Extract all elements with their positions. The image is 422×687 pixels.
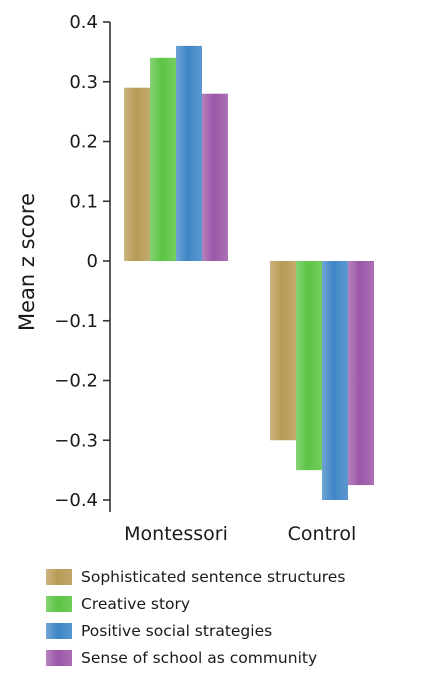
category-label: Control: [288, 523, 357, 545]
legend-swatch-sentence: [46, 568, 72, 585]
bar-montessori-community: [202, 93, 228, 261]
y-axis: 0.4 0.3 0.2 0.1 0 −0.1 −0.2 −0.3 −0.4: [54, 12, 111, 512]
legend: Sophisticated sentence structures Creati…: [46, 563, 345, 671]
y-tick-label: 0: [87, 251, 98, 272]
legend-item: Positive social strategies: [46, 617, 345, 644]
legend-label: Sophisticated sentence structures: [81, 567, 346, 586]
legend-swatch-creative: [46, 595, 72, 612]
y-tick-label: −0.1: [54, 311, 98, 332]
bar-montessori-social: [176, 45, 202, 262]
y-tick-label: −0.4: [54, 490, 98, 511]
bar-control-community: [348, 261, 374, 486]
bar-montessori-sentence: [124, 87, 150, 261]
bar-montessori-creative: [150, 57, 176, 261]
chart-plot: Mean z score 0.4 0.3 0.2 0.1 0 −0.1 −0.2 −0.3 −0…: [15, 12, 374, 545]
legend-item: Sense of school as community: [46, 644, 345, 671]
legend-label: Sense of school as community: [81, 648, 318, 667]
legend-item: Creative story: [46, 590, 345, 617]
category-label: Montessori: [124, 523, 228, 545]
y-axis-label: Mean z score: [15, 193, 39, 331]
bar-control-sentence: [270, 261, 296, 441]
legend-label: Positive social strategies: [81, 621, 273, 640]
y-tick-label: 0.1: [69, 191, 98, 212]
bars: [124, 45, 374, 500]
y-tick-label: 0.3: [69, 72, 98, 93]
y-tick-label: −0.3: [54, 430, 98, 451]
y-tick-label: −0.2: [54, 371, 98, 392]
legend-swatch-social: [46, 622, 72, 639]
bar-control-creative: [296, 261, 322, 471]
y-tick-label: 0.4: [69, 12, 98, 33]
legend-item: Sophisticated sentence structures: [46, 563, 345, 590]
bar-control-social: [322, 261, 348, 500]
legend-swatch-community: [46, 649, 72, 666]
x-axis: Montessori Control: [124, 523, 356, 545]
y-tick-label: 0.2: [69, 132, 98, 153]
legend-label: Creative story: [81, 594, 191, 613]
